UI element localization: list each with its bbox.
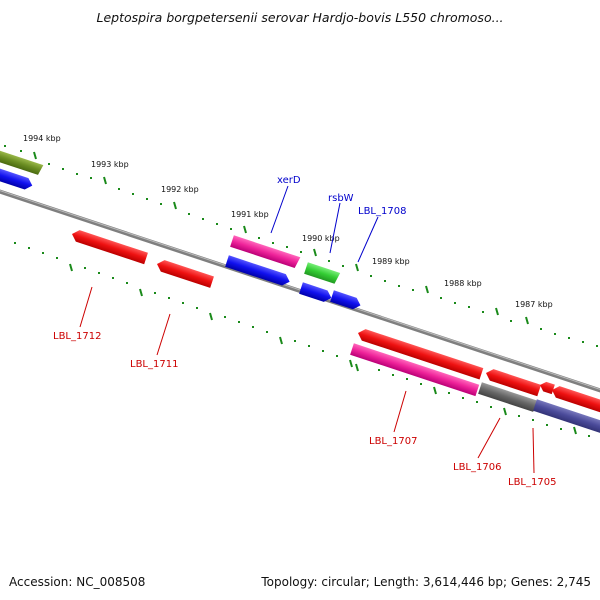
gene-xerD (230, 235, 301, 269)
gene-label-LBL_1707: LBL_1707 (369, 436, 417, 447)
gene-LBL_1705 (533, 399, 600, 436)
gene-red-small-2 (540, 381, 555, 395)
scale-labels: 1994 kbp 1993 kbp 1992 kbp 1991 kbp 1990… (23, 134, 553, 309)
gene-blue-1 (225, 255, 290, 286)
scale-label-1989: 1989 kbp (372, 257, 410, 266)
gene-blue-2 (299, 282, 332, 302)
scale-label-1988: 1988 kbp (444, 279, 482, 288)
tick-dots (14, 242, 590, 437)
upper-tick-track (4, 145, 598, 347)
gene-label-LBL_1708: LBL_1708 (358, 206, 406, 217)
page-title: Leptospira borgpetersenii serovar Hardjo… (96, 10, 504, 25)
gene-label-LBL_1705: LBL_1705 (508, 477, 556, 488)
scale-label-1992: 1992 kbp (161, 185, 199, 194)
gene-label-LBL_1706: LBL_1706 (453, 462, 501, 473)
major-ticks (69, 263, 577, 435)
scale-label-1993: 1993 kbp (91, 160, 129, 169)
scale-label-1990: 1990 kbp (302, 234, 340, 243)
gene-labels: xerD rsbW LBL_1708 LBL_1712 LBL_1711 LBL… (53, 175, 556, 488)
gene-label-xerD: xerD (277, 175, 301, 186)
gene-red-small-1 (486, 369, 542, 397)
gene-LBL_1706 (478, 382, 537, 412)
gene-label-rsbW: rsbW (328, 193, 354, 204)
gene-LBL_1707 (350, 343, 480, 397)
gene-rsbW (304, 262, 341, 284)
scale-label-1991: 1991 kbp (231, 210, 269, 219)
scale-label-1994: 1994 kbp (23, 134, 61, 143)
chromosome-backbone (0, 189, 600, 393)
gene-LBL_1711 (157, 260, 214, 288)
scale-label-1987: 1987 kbp (515, 300, 553, 309)
lower-tick-track (14, 242, 590, 437)
gene-blue-left (0, 166, 33, 190)
tick-dots (4, 145, 598, 347)
gene-LBL_1708 (330, 290, 361, 310)
leader-lines (79, 185, 535, 474)
gene-label-LBL_1712: LBL_1712 (53, 331, 101, 342)
major-ticks (33, 151, 529, 325)
topology-label: Topology: circular; Length: 3,614,446 bp… (261, 575, 591, 589)
gene-red-long (358, 329, 484, 380)
gene-red-right (552, 386, 600, 415)
gene-LBL_1712 (72, 230, 148, 265)
accession-label: Accession: NC_008508 (9, 575, 146, 589)
forward-genes[interactable] (0, 148, 362, 311)
reverse-genes[interactable] (70, 228, 600, 436)
gene-label-LBL_1711: LBL_1711 (130, 359, 178, 370)
gene-olive (0, 148, 44, 175)
